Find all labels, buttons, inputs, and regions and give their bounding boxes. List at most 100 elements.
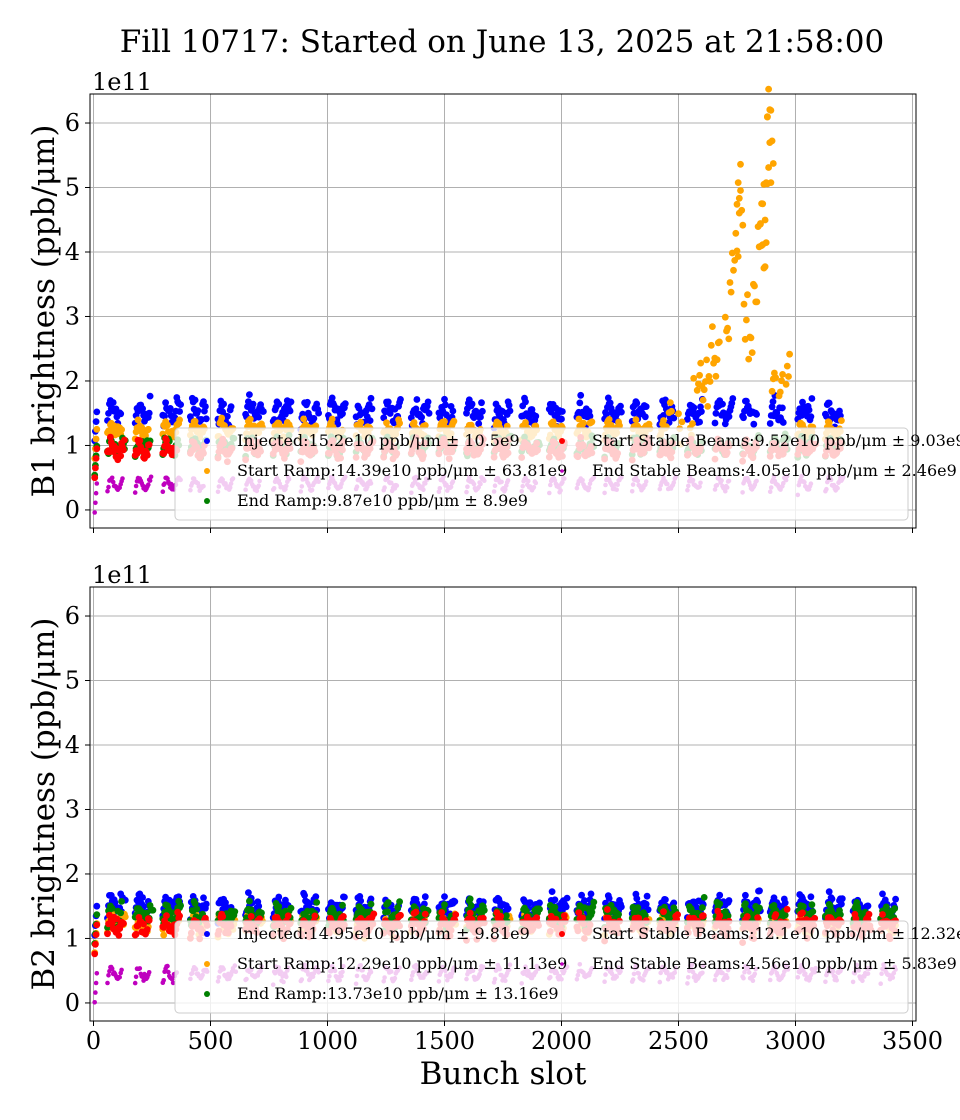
data-point bbox=[721, 313, 729, 321]
data-point bbox=[92, 464, 99, 472]
panel-b1-ylabel: B1 brightness (ppb/μm) bbox=[26, 125, 62, 498]
data-point bbox=[709, 323, 716, 330]
data-point bbox=[578, 891, 585, 899]
data-point bbox=[117, 452, 125, 460]
data-point bbox=[247, 913, 255, 920]
data-point bbox=[164, 421, 171, 429]
legend-marker bbox=[204, 468, 210, 474]
data-point bbox=[536, 899, 543, 907]
data-point bbox=[220, 400, 228, 408]
data-point bbox=[590, 898, 598, 906]
data-point bbox=[615, 911, 622, 918]
data-point bbox=[781, 899, 789, 907]
data-point bbox=[807, 893, 815, 901]
data-point bbox=[93, 902, 101, 910]
data-point bbox=[249, 400, 257, 408]
data-point bbox=[366, 417, 374, 424]
data-point bbox=[451, 898, 459, 905]
legend-marker bbox=[204, 438, 210, 444]
data-point bbox=[734, 179, 742, 187]
data-point bbox=[825, 399, 833, 407]
data-point bbox=[660, 417, 667, 424]
data-point bbox=[750, 420, 758, 428]
data-point bbox=[166, 405, 174, 412]
data-point bbox=[772, 911, 780, 918]
data-point bbox=[313, 899, 321, 906]
legend-marker bbox=[204, 498, 210, 504]
data-point bbox=[93, 911, 101, 918]
data-point bbox=[133, 974, 139, 980]
data-point bbox=[809, 908, 817, 915]
data-point bbox=[384, 908, 391, 916]
data-point bbox=[93, 921, 101, 929]
data-point bbox=[700, 894, 708, 901]
data-point bbox=[139, 405, 147, 413]
data-point bbox=[751, 282, 758, 290]
data-point bbox=[397, 396, 404, 403]
data-point bbox=[424, 398, 432, 406]
data-point bbox=[551, 903, 559, 911]
data-point bbox=[394, 904, 402, 912]
y-tick-label: 6 bbox=[65, 109, 80, 137]
data-point bbox=[699, 904, 706, 911]
data-point bbox=[92, 455, 100, 462]
data-point bbox=[606, 399, 614, 407]
data-point bbox=[725, 413, 733, 420]
data-point bbox=[745, 355, 753, 363]
data-point bbox=[580, 419, 587, 427]
legend-entry: Injected:15.2e10 ppb/μm ± 10.5e9 bbox=[237, 431, 520, 450]
data-point bbox=[559, 408, 566, 415]
data-point bbox=[807, 413, 815, 420]
data-point bbox=[255, 902, 263, 910]
data-point bbox=[712, 410, 720, 417]
data-point bbox=[176, 416, 184, 424]
data-point bbox=[287, 398, 295, 406]
data-point bbox=[532, 412, 540, 420]
data-point bbox=[412, 908, 420, 916]
data-point bbox=[892, 895, 899, 903]
data-point bbox=[117, 410, 125, 418]
data-point bbox=[670, 414, 678, 422]
data-point bbox=[121, 913, 129, 921]
data-point bbox=[725, 335, 733, 343]
data-point bbox=[633, 399, 641, 407]
data-point bbox=[759, 200, 767, 208]
y-tick-label: 3 bbox=[65, 302, 80, 330]
data-point bbox=[246, 897, 253, 905]
data-point bbox=[421, 910, 429, 918]
data-point bbox=[772, 374, 779, 382]
data-point bbox=[782, 381, 790, 388]
data-point bbox=[753, 411, 760, 418]
data-point bbox=[756, 887, 763, 895]
data-point bbox=[301, 892, 308, 899]
data-point bbox=[438, 909, 446, 916]
data-point bbox=[94, 481, 100, 486]
chart-title: Fill 10717: Started on June 13, 2025 at … bbox=[120, 24, 884, 60]
data-point bbox=[737, 187, 744, 194]
data-point bbox=[779, 404, 786, 412]
data-point bbox=[693, 386, 701, 394]
data-point bbox=[311, 912, 319, 920]
data-point bbox=[449, 407, 457, 415]
data-point bbox=[768, 403, 776, 411]
data-point bbox=[674, 911, 681, 918]
data-point bbox=[747, 334, 755, 342]
data-point bbox=[396, 419, 403, 427]
data-point bbox=[106, 484, 111, 490]
data-point bbox=[161, 412, 169, 420]
data-point bbox=[733, 200, 741, 208]
data-point bbox=[767, 107, 775, 114]
data-point bbox=[163, 437, 170, 445]
data-point bbox=[160, 489, 166, 495]
data-point bbox=[284, 912, 292, 920]
data-point bbox=[766, 420, 774, 427]
panel-b1-axes bbox=[89, 93, 917, 529]
data-point bbox=[92, 510, 97, 515]
data-point bbox=[92, 418, 100, 425]
legend-entry: End Ramp:9.87e10 ppb/μm ± 8.9e9 bbox=[237, 491, 528, 510]
data-point bbox=[808, 901, 816, 909]
data-point bbox=[562, 903, 570, 911]
